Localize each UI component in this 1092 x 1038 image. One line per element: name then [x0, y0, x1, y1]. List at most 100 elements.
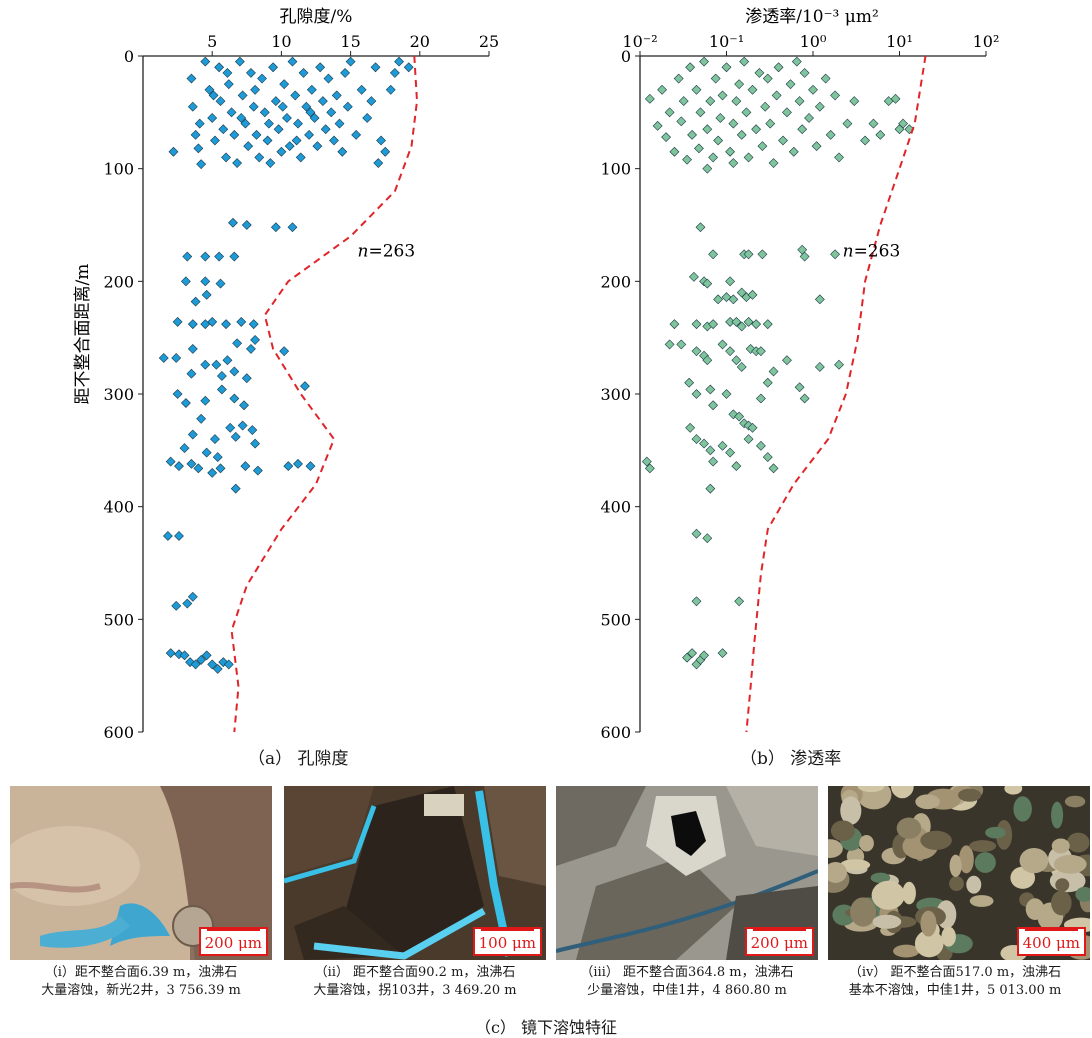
photo-caption-iv: （ⅳ） 距不整合面517.0 m，浊沸石 基本不溶蚀，中佳1井，5 013.00…: [820, 964, 1090, 1000]
data-point: [688, 271, 699, 282]
data-point: [165, 648, 176, 659]
data-point: [334, 118, 345, 129]
data-point: [385, 84, 396, 95]
data-point: [834, 359, 844, 370]
mineral-grain: [969, 840, 997, 852]
data-point: [762, 319, 773, 330]
x-tick-label: 25: [479, 32, 499, 51]
data-point: [246, 344, 256, 354]
data-point: [808, 84, 818, 95]
data-point: [842, 118, 853, 129]
data-point: [755, 346, 766, 357]
data-point: [320, 124, 331, 135]
data-point: [295, 152, 306, 163]
scale-bar-ii: 100 μm: [472, 927, 542, 956]
data-point: [277, 101, 288, 112]
photo-caption-ii-line1: （ⅱ） 距不整合面90.2 m，浊沸石: [314, 965, 516, 980]
data-point: [190, 129, 201, 140]
data-point: [250, 84, 261, 95]
data-point: [305, 461, 316, 472]
data-point: [708, 456, 719, 467]
mineral-grain: [856, 786, 892, 810]
data-point: [241, 220, 252, 230]
data-point: [765, 118, 776, 129]
mineral-grain: [958, 845, 974, 874]
data-point: [172, 389, 183, 399]
envelope-curve: [230, 55, 419, 733]
data-point: [204, 84, 215, 95]
data-point: [682, 652, 692, 663]
data-point: [252, 465, 263, 476]
data-point: [380, 146, 391, 157]
data-point: [287, 56, 298, 67]
data-point: [200, 56, 211, 67]
micrograph-iv: 400 μm: [828, 786, 1090, 960]
porosity-chart: 5 10 15 20 25 0 100 200 300 400 500 600 孔隙度/% 距不整合面距离…: [73, 7, 499, 742]
data-point: [273, 124, 284, 135]
data-point: [747, 422, 758, 433]
data-point: [702, 163, 713, 174]
data-point: [641, 456, 652, 467]
data-point: [669, 319, 680, 330]
data-point: [788, 146, 799, 157]
chart-title: 渗透率/10⁻³ μm²: [745, 7, 879, 27]
data-point: [223, 659, 234, 670]
data-point: [229, 366, 240, 377]
data-point: [207, 659, 218, 670]
photo-caption-iii-line1: （ⅲ） 距不整合面364.8 m，浊沸石: [580, 965, 794, 980]
data-point: [811, 141, 822, 152]
data-point: [685, 62, 696, 73]
data-point: [221, 152, 231, 163]
data-point: [768, 463, 779, 474]
data-point: [760, 101, 771, 112]
data-point: [678, 96, 689, 106]
data-point: [215, 278, 226, 289]
data-point: [691, 434, 702, 444]
data-point: [329, 135, 339, 146]
data-point: [279, 346, 290, 357]
mineral-grain: [1051, 838, 1070, 854]
data-point: [254, 152, 265, 163]
data-point: [751, 319, 762, 330]
data-point: [232, 158, 243, 168]
data-point: [174, 531, 184, 541]
data-point: [743, 316, 754, 327]
panel-b-caption: （b） 渗透率: [740, 749, 842, 769]
data-point: [165, 456, 176, 467]
data-point: [890, 93, 901, 104]
data-point: [240, 118, 251, 129]
data-point: [715, 113, 726, 123]
data-point: [193, 143, 204, 154]
data-point: [215, 96, 226, 106]
photo-caption-iii: （ⅲ） 距不整合面364.8 m，浊沸石 少量溶蚀，中佳1井，4 860.80 …: [552, 964, 822, 1000]
data-point: [664, 107, 675, 118]
data-point: [279, 79, 290, 90]
data-point: [743, 249, 754, 260]
data-point: [216, 371, 227, 381]
data-point: [230, 483, 241, 494]
mineral-grain: [958, 788, 982, 802]
data-point: [306, 84, 317, 95]
data-point: [652, 120, 663, 131]
data-point: [830, 249, 841, 260]
data-point: [708, 249, 719, 260]
data-point: [728, 158, 739, 168]
data-point: [214, 251, 225, 262]
x-tick-label: 10¹: [886, 32, 913, 51]
micrograph-iv-image: [828, 786, 1090, 960]
data-point: [804, 113, 814, 123]
data-point: [702, 355, 713, 366]
data-point: [259, 107, 270, 118]
data-point: [644, 93, 655, 104]
mineral-grain: [1013, 796, 1032, 822]
data-point: [179, 443, 190, 454]
data-point: [194, 118, 205, 129]
data-point: [221, 319, 231, 330]
data-point: [725, 346, 736, 357]
data-point: [225, 422, 236, 433]
data-point: [230, 431, 241, 442]
scale-bar-iv: 400 μm: [1016, 927, 1086, 956]
y-tick-label: 300: [103, 385, 134, 404]
data-point: [264, 118, 274, 129]
data-point: [323, 73, 334, 84]
